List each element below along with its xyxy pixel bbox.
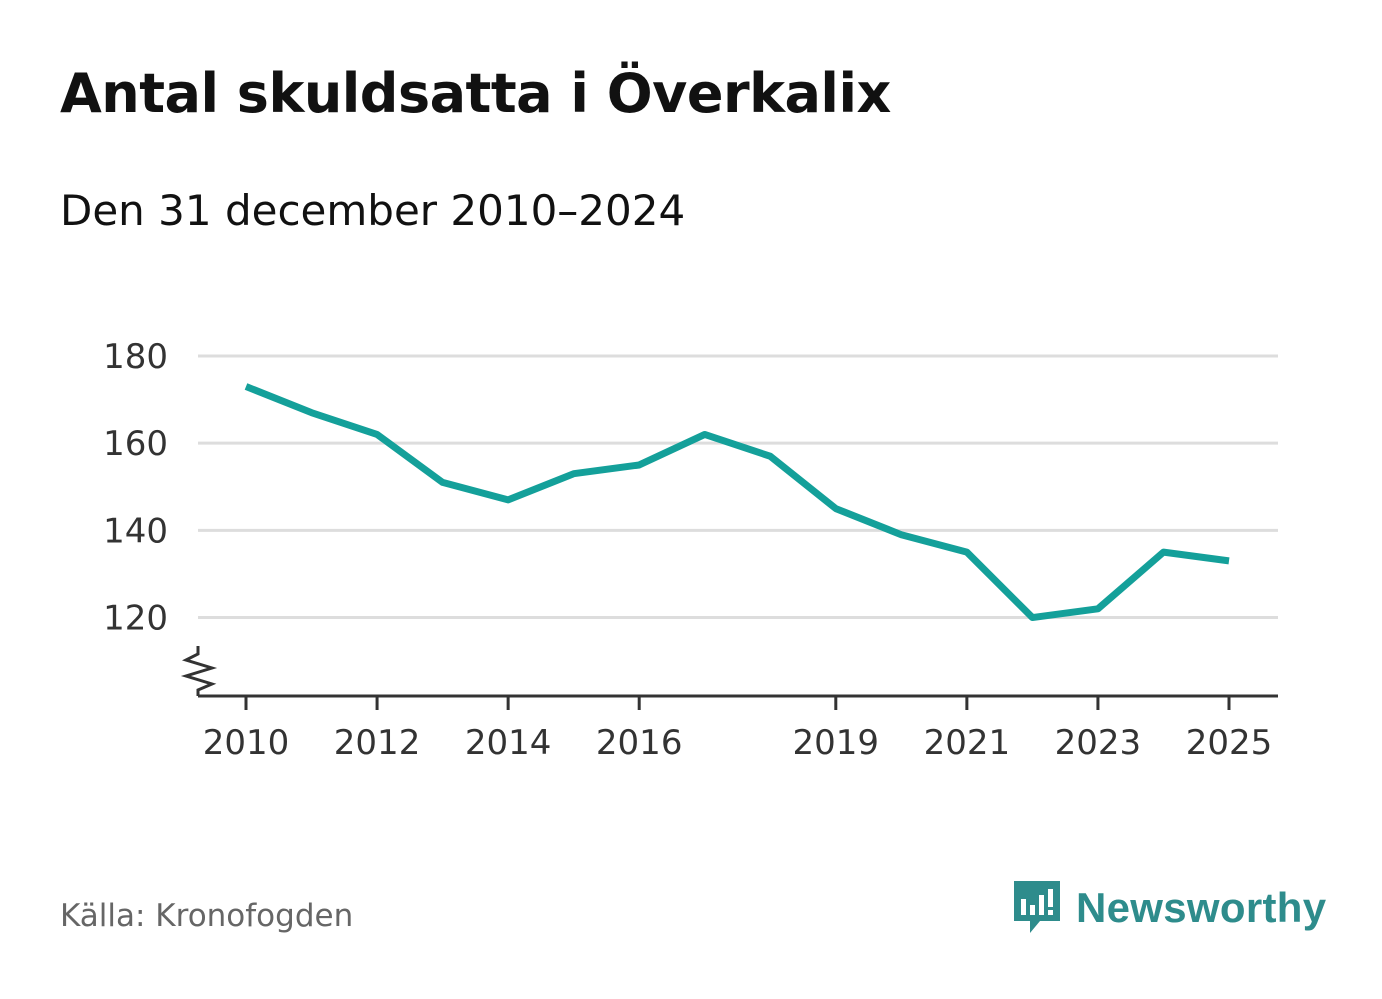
x-tick-label: 2019 bbox=[793, 723, 880, 763]
x-axis-ticks: 2010 2012 2014 2016 2019 2021 2023 2025 bbox=[203, 696, 1273, 763]
y-tick-label: 140 bbox=[103, 511, 168, 551]
y-tick-label: 180 bbox=[103, 337, 168, 377]
newsworthy-logo-icon bbox=[1014, 881, 1060, 933]
y-tick-label: 120 bbox=[103, 599, 168, 639]
x-tick-label: 2014 bbox=[465, 723, 552, 763]
x-tick-label: 2012 bbox=[334, 723, 421, 763]
series bbox=[244, 383, 1230, 622]
series-line-0 bbox=[244, 383, 1230, 622]
x-tick-label: 2016 bbox=[596, 723, 683, 763]
x-tick-label: 2025 bbox=[1186, 723, 1273, 763]
chart-title: Antal skuldsatta i Överkalix bbox=[60, 62, 891, 125]
x-tick-label: 2021 bbox=[924, 723, 1011, 763]
x-tick-label: 2010 bbox=[203, 723, 290, 763]
source-note: Källa: Kronofogden bbox=[60, 898, 354, 934]
x-tick-label: 2023 bbox=[1055, 723, 1142, 763]
brand-name: Newsworthy bbox=[1076, 884, 1327, 931]
brand-logo: Newsworthy bbox=[1010, 876, 1326, 940]
gridlines bbox=[198, 354, 1278, 620]
chart-subtitle: Den 31 december 2010–2024 bbox=[60, 186, 686, 235]
line-chart: 120 140 160 180 2010 2012 2014 2016 2019 2021 202… bbox=[103, 337, 1278, 763]
axis-break-icon bbox=[180, 646, 218, 696]
y-axis-ticks: 120 140 160 180 bbox=[103, 337, 168, 639]
y-tick-label: 160 bbox=[103, 424, 168, 464]
